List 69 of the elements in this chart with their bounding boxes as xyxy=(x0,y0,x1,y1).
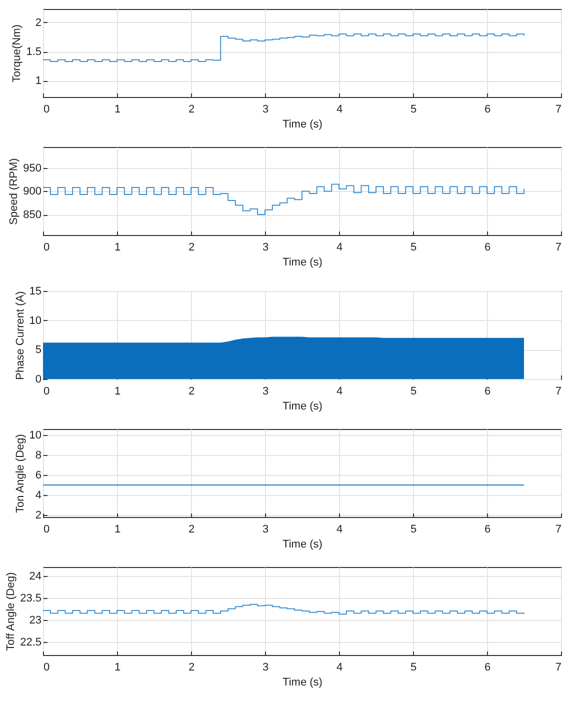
x-axis-title: Time (s) xyxy=(282,256,322,268)
y-axis-title: Toff Angle (Deg) xyxy=(5,572,18,651)
x-tick-label: 1 xyxy=(114,386,121,398)
x-tick-label: 4 xyxy=(336,242,343,254)
x-tick-label: 2 xyxy=(188,662,195,674)
x-tick-label: 5 xyxy=(410,386,417,398)
x-tick-label: 6 xyxy=(484,242,491,254)
x-tick-label: 4 xyxy=(336,524,343,536)
y-tick-label: 23.5 xyxy=(20,592,42,604)
y-tick-label: 24 xyxy=(29,570,42,582)
y-tick-label: 4 xyxy=(35,490,42,502)
x-tick-label: 5 xyxy=(410,662,417,674)
y-tick-label: 850 xyxy=(23,209,42,222)
y-tick-label: 10 xyxy=(29,314,42,327)
x-tick-label: 2 xyxy=(188,524,195,536)
x-tick-label: 6 xyxy=(484,104,491,116)
x-tick-label: 2 xyxy=(188,104,195,116)
x-tick-label: 3 xyxy=(262,662,269,674)
y-tick-label: 10 xyxy=(29,430,42,442)
x-tick-label: 5 xyxy=(410,242,417,254)
x-axis-title: Time (s) xyxy=(282,538,322,550)
y-axis-title: Torque(Nm) xyxy=(11,24,24,83)
y-tick-label: 1.5 xyxy=(26,46,42,58)
x-tick-label: 4 xyxy=(336,104,343,116)
y-tick-label: 15 xyxy=(29,286,42,298)
x-tick-label: 5 xyxy=(410,524,417,536)
y-tick-label: 950 xyxy=(23,162,42,174)
y-axis-title: Speed (RPM) xyxy=(8,158,20,225)
x-tick-label: 6 xyxy=(484,386,491,398)
x-tick-label: 7 xyxy=(555,242,562,254)
x-tick-label: 6 xyxy=(484,662,491,674)
y-tick-label: 1 xyxy=(35,75,42,88)
x-tick-label: 1 xyxy=(114,662,121,674)
y-tick-label: 900 xyxy=(23,186,42,198)
y-tick-label: 2 xyxy=(35,510,42,522)
x-tick-label: 3 xyxy=(262,386,269,398)
x-axis-title: Time (s) xyxy=(282,400,322,412)
x-tick-label: 2 xyxy=(188,242,195,254)
x-tick-label: 5 xyxy=(410,104,417,116)
x-tick-label: 7 xyxy=(555,104,562,116)
x-tick-label: 0 xyxy=(44,524,50,536)
x-tick-label: 4 xyxy=(336,662,343,674)
x-tick-label: 0 xyxy=(44,242,50,254)
y-tick-label: 5 xyxy=(35,344,42,356)
x-tick-label: 7 xyxy=(555,662,562,674)
y-tick-label: 23 xyxy=(29,614,42,626)
y-tick-label: 0 xyxy=(35,374,42,386)
y-axis-title: Ton Angle (Deg) xyxy=(14,434,26,513)
x-tick-label: 0 xyxy=(44,662,50,674)
x-axis-title: Time (s) xyxy=(282,118,322,130)
x-tick-label: 3 xyxy=(262,242,269,254)
x-tick-label: 0 xyxy=(44,386,50,398)
x-tick-label: 3 xyxy=(262,104,269,116)
y-tick-label: 6 xyxy=(35,470,42,482)
x-tick-label: 3 xyxy=(262,524,269,536)
x-tick-label: 7 xyxy=(555,386,562,398)
y-axis-title: Phase Current (A) xyxy=(14,291,26,380)
x-tick-label: 1 xyxy=(114,524,121,536)
y-tick-label: 8 xyxy=(35,450,42,462)
y-tick-label: 22.5 xyxy=(20,636,42,648)
x-tick-label: 1 xyxy=(114,104,121,116)
x-tick-label: 1 xyxy=(114,242,121,254)
x-tick-label: 0 xyxy=(44,104,50,116)
x-tick-label: 6 xyxy=(484,524,491,536)
x-tick-label: 7 xyxy=(555,524,562,536)
x-tick-label: 4 xyxy=(336,386,343,398)
x-axis-title: Time (s) xyxy=(282,676,322,688)
y-tick-label: 2 xyxy=(35,16,42,29)
x-tick-label: 2 xyxy=(188,386,195,398)
